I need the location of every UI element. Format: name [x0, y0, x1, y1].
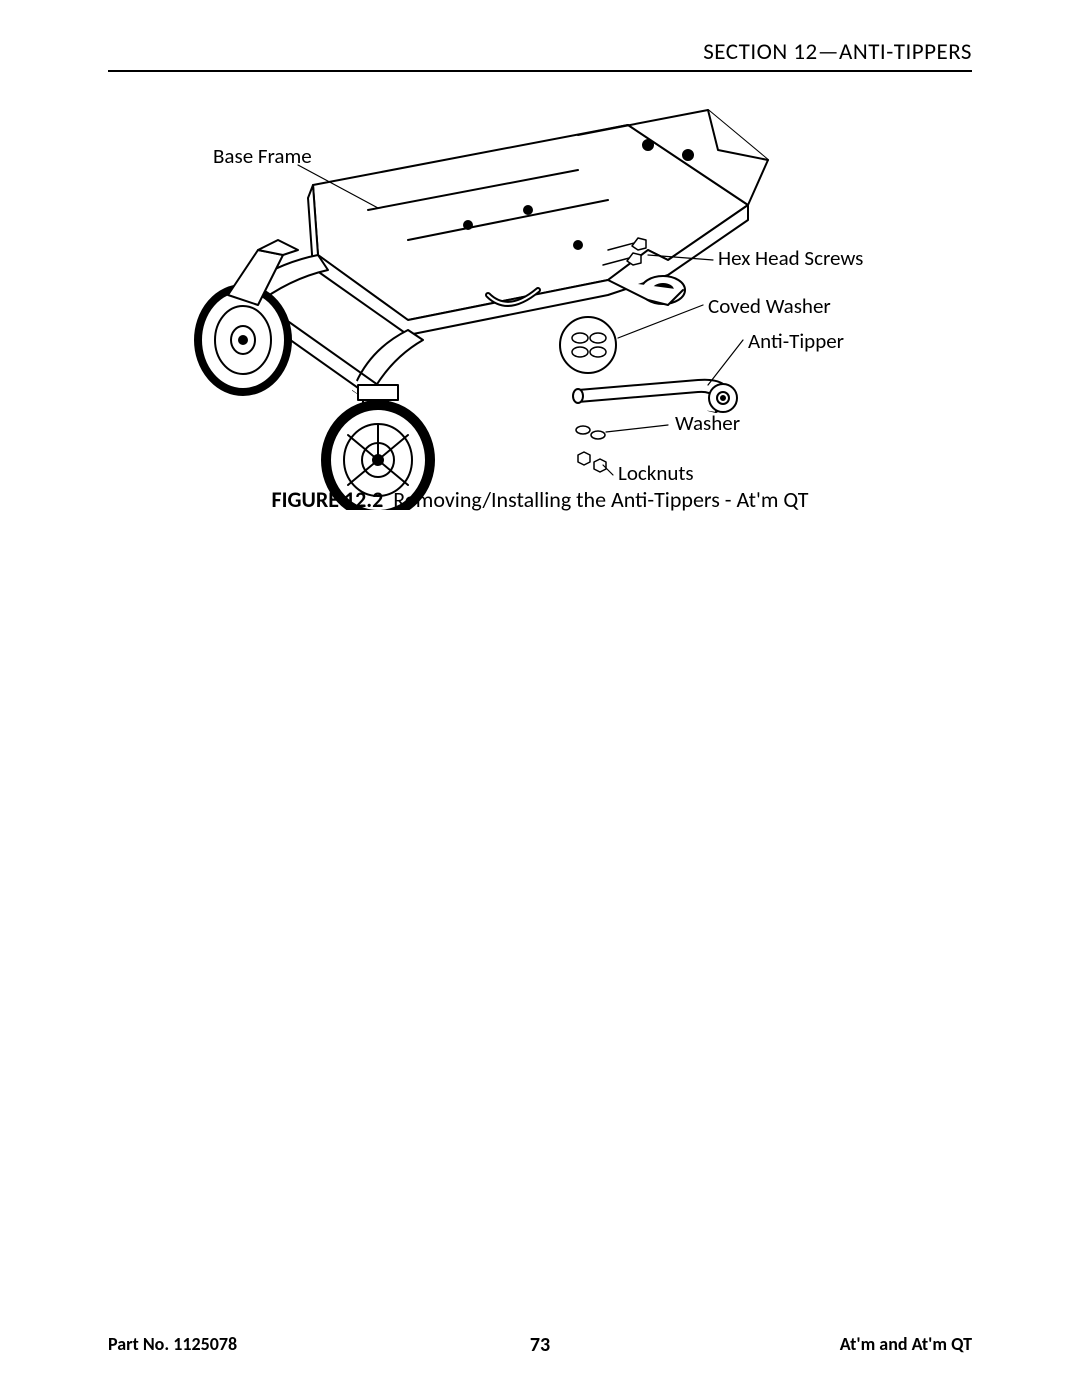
figure-caption: FIGURE 12.2 Removing/Installing the Anti… — [108, 486, 972, 513]
callout-locknuts: Locknuts — [618, 460, 694, 486]
section-header: SECTION 12—ANTI-TIPPERS — [108, 38, 972, 66]
footer-page-number: 73 — [108, 1333, 972, 1357]
header-rule — [108, 70, 972, 72]
callout-anti-tipper: Anti-Tipper — [748, 328, 844, 354]
callout-base-frame: Base Frame — [213, 143, 312, 169]
figure-caption-text: Removing/Installing the Anti-Tippers - A… — [393, 486, 808, 513]
figure-number: FIGURE 12.2 — [272, 486, 384, 513]
callout-washer: Washer — [675, 410, 740, 436]
figure-area: Base Frame Hex Head Screws Coved Washer … — [108, 90, 972, 510]
manual-page: SECTION 12—ANTI-TIPPERS — [0, 0, 1080, 1397]
page-footer: Part No. 1125078 73 At'm and At'm QT — [108, 1333, 972, 1355]
callout-coved-washer: Coved Washer — [708, 293, 831, 319]
callout-hex-head-screws: Hex Head Screws — [718, 245, 863, 271]
